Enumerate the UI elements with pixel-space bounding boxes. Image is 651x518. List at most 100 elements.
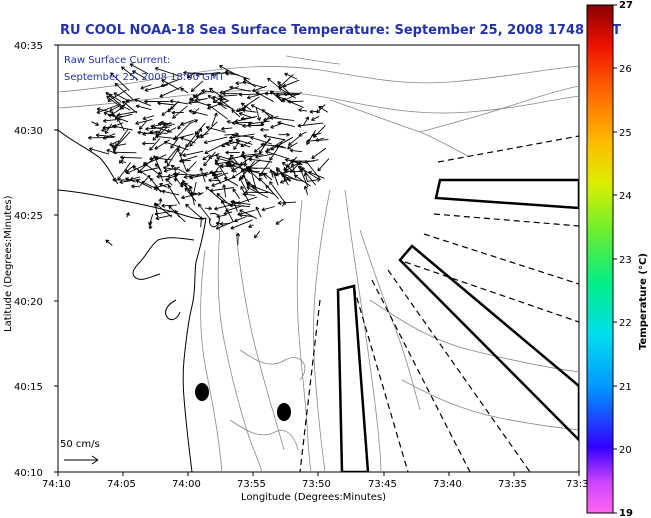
current-vector	[140, 84, 152, 90]
legend-line-1: Raw Surface Current:	[64, 55, 170, 66]
current-vector	[277, 121, 295, 128]
survey-boxes	[336, 178, 579, 472]
current-vector	[188, 109, 208, 116]
current-vector	[173, 168, 178, 182]
current-vector	[265, 184, 279, 200]
current-vector	[308, 170, 325, 179]
current-vector	[154, 163, 162, 172]
current-vector	[96, 107, 114, 114]
current-vector	[225, 150, 240, 155]
current-vector	[132, 70, 147, 79]
current-vector	[231, 169, 246, 179]
current-vector	[205, 125, 226, 133]
current-vector	[219, 65, 237, 75]
cbar-tick-5: 22	[619, 318, 632, 329]
current-vector	[177, 122, 183, 130]
current-vector	[179, 155, 198, 163]
current-vector	[298, 131, 307, 137]
current-vector	[120, 155, 142, 160]
current-vector	[194, 122, 206, 135]
current-vector	[185, 203, 204, 220]
current-vector	[250, 104, 274, 117]
current-vector	[154, 66, 179, 76]
current-vector	[243, 77, 257, 88]
glider-marker-1	[195, 383, 209, 401]
colorbar-label: Temperature (°C)	[638, 253, 649, 350]
current-vector	[287, 142, 298, 150]
current-vector	[197, 203, 212, 221]
current-vector	[207, 95, 227, 110]
current-vector	[260, 142, 284, 148]
current-vector	[95, 133, 116, 138]
current-vector	[237, 196, 258, 205]
current-vector	[109, 105, 121, 112]
y-tick-3: 40:20	[14, 297, 43, 308]
current-vector	[153, 202, 159, 217]
current-vector	[159, 183, 168, 188]
current-vector	[236, 232, 241, 245]
x-axis	[57, 472, 580, 476]
current-vector	[188, 119, 198, 125]
x-tick-0: 74:10	[42, 479, 71, 490]
current-vector	[138, 120, 148, 130]
current-vector	[290, 162, 296, 177]
current-vector	[208, 87, 227, 101]
current-vector	[91, 121, 100, 126]
current-vector	[190, 80, 204, 93]
current-vector	[285, 158, 296, 168]
current-vector	[135, 118, 153, 126]
x-tick-8: 73:3	[566, 479, 588, 490]
current-vector	[214, 159, 228, 179]
current-vector	[311, 115, 320, 121]
current-vector	[190, 98, 210, 107]
current-vector	[211, 71, 227, 77]
current-vector	[119, 159, 127, 164]
current-vector	[288, 135, 301, 146]
current-vector	[303, 185, 309, 196]
current-vector	[240, 185, 250, 203]
y-tick-5: 40:10	[14, 468, 43, 479]
current-vector	[160, 78, 180, 88]
current-vector	[239, 209, 258, 220]
current-vector	[108, 93, 122, 102]
current-vector	[148, 220, 153, 230]
current-vector	[110, 72, 130, 91]
current-vector	[289, 148, 303, 153]
current-vector	[216, 214, 227, 219]
current-vector	[255, 106, 261, 121]
cbar-tick-2: 25	[619, 128, 632, 139]
current-vector	[317, 158, 330, 172]
cbar-tick-1: 26	[619, 64, 632, 75]
current-vector	[281, 201, 287, 207]
current-vector	[209, 187, 234, 193]
current-vector	[101, 122, 124, 132]
current-vector	[234, 216, 247, 223]
current-vector	[112, 150, 137, 155]
current-vector	[240, 140, 252, 148]
current-vector	[234, 115, 258, 123]
current-vector	[195, 72, 221, 77]
map-title: RU COOL NOAA-18 Sea Surface Temperature:…	[60, 23, 621, 38]
current-vector	[216, 193, 232, 208]
current-vector	[311, 132, 322, 137]
current-vector	[298, 108, 308, 113]
current-vector	[230, 219, 253, 230]
current-vector	[88, 135, 115, 140]
current-vector	[214, 202, 238, 211]
scale-arrow	[64, 455, 99, 465]
coastline	[58, 129, 220, 472]
cbar-tick-7: 20	[619, 445, 632, 456]
current-vector	[88, 147, 110, 155]
x-axis-label: Longitude (Degrees:Minutes)	[241, 492, 386, 503]
current-vector	[277, 200, 297, 206]
current-vector	[238, 112, 253, 119]
current-vector	[182, 150, 204, 158]
current-vector	[112, 146, 117, 152]
current-vector	[161, 203, 177, 208]
current-vector	[131, 184, 141, 189]
current-vector	[282, 79, 300, 88]
current-vector	[113, 92, 129, 102]
current-vector	[223, 211, 233, 216]
dashed-transects	[299, 135, 579, 472]
current-vector	[248, 224, 254, 228]
